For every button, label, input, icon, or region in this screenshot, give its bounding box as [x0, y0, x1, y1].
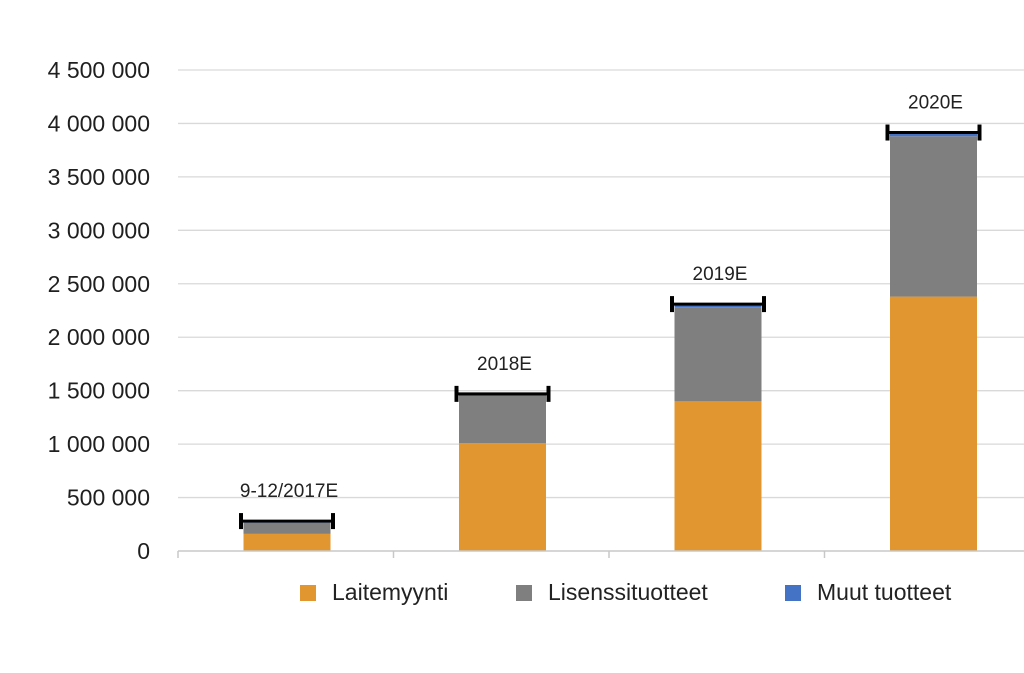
x-axis — [177, 550, 1024, 558]
y-tick-label: 2 000 000 — [48, 324, 150, 350]
bar-segment-muut-tuotteet — [890, 132, 977, 137]
bar-segment-lisenssituotteet — [243, 522, 331, 534]
y-tick-label: 4 500 000 — [48, 57, 150, 83]
y-tick-label: 1 500 000 — [48, 378, 150, 404]
legend-label: Lisenssituotteet — [548, 579, 708, 605]
category-labels: 9-12/2017E 2018E 2019E 2020E — [240, 93, 963, 503]
y-tick-label: 4 000 000 — [48, 110, 150, 136]
legend-swatch — [300, 585, 316, 601]
legend-swatch — [785, 585, 801, 601]
bar-segment-laitemyynti — [674, 401, 762, 551]
bars — [243, 132, 977, 551]
category-label: 2019E — [693, 264, 748, 285]
bar-segment-laitemyynti — [459, 443, 546, 551]
bar-segment-muut-tuotteet — [674, 304, 762, 308]
bar-segment-lisenssituotteet — [674, 307, 762, 402]
y-tick-label: 500 000 — [67, 485, 150, 511]
y-tick-label: 3 000 000 — [48, 217, 150, 243]
category-label: 2020E — [908, 93, 963, 114]
error-bars — [239, 124, 982, 530]
bar-segment-laitemyynti — [890, 296, 977, 551]
bar-segment-lisenssituotteet — [459, 396, 546, 444]
category-label: 2018E — [477, 354, 532, 375]
bar-segment-lisenssituotteet — [890, 136, 977, 297]
y-tick-label: 1 000 000 — [48, 431, 150, 457]
legend-swatch — [516, 585, 532, 601]
y-axis: 0 500 000 1 000 000 1 500 000 2 000 000 2 500… — [48, 57, 150, 564]
y-tick-label: 0 — [137, 538, 150, 564]
y-tick-label: 3 500 000 — [48, 164, 150, 190]
legend-label: Muut tuotteet — [817, 579, 952, 605]
bar-segment-laitemyynti — [243, 533, 331, 551]
y-tick-label: 2 500 000 — [48, 271, 150, 297]
legend-label: Laitemyynti — [332, 579, 448, 605]
legend: Laitemyynti Lisenssituotteet Muut tuotteet — [300, 579, 952, 605]
gridlines — [178, 69, 1024, 499]
category-label: 9-12/2017E — [240, 481, 338, 502]
